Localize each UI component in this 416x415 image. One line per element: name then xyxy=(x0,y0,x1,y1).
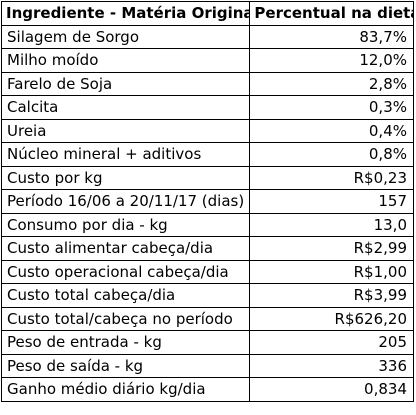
row-label: Consumo por dia - kg xyxy=(0,212,251,237)
table-row: Núcleo mineral + aditivos 0,8% xyxy=(0,142,414,167)
row-label: Peso de entrada - kg xyxy=(0,330,251,355)
diet-table: Ingrediente - Matéria Original Percentua… xyxy=(0,1,414,402)
table-row: Custo total/cabeça no período R$626,20 xyxy=(0,306,414,331)
row-value: 0,3% xyxy=(249,95,414,120)
row-value: 13,0 xyxy=(249,212,414,237)
table-header-row: Ingrediente - Matéria Original Percentua… xyxy=(0,1,414,26)
row-value: 83,7% xyxy=(249,24,414,49)
table-row: Farelo de Soja 2,8% xyxy=(0,71,414,96)
row-label: Núcleo mineral + aditivos xyxy=(0,142,251,167)
row-value: 336 xyxy=(249,353,414,378)
header-ingredient: Ingrediente - Matéria Original xyxy=(0,1,251,26)
row-label: Calcita xyxy=(0,95,251,120)
table-row: Custo alimentar cabeça/dia R$2,99 xyxy=(0,236,414,261)
row-value: R$1,00 xyxy=(249,259,414,284)
table-row: Consumo por dia - kg 13,0 xyxy=(0,212,414,237)
row-label: Ganho médio diário kg/dia xyxy=(0,377,251,402)
row-value: 205 xyxy=(249,330,414,355)
row-value: R$0,23 xyxy=(249,165,414,190)
table-row: Período 16/06 a 20/11/17 (dias) 157 xyxy=(0,189,414,214)
table-row: Ganho médio diário kg/dia 0,834 xyxy=(0,377,414,402)
row-label: Custo alimentar cabeça/dia xyxy=(0,236,251,261)
row-label: Custo total cabeça/dia xyxy=(0,283,251,308)
row-value: 0,8% xyxy=(249,142,414,167)
row-value: 157 xyxy=(249,189,414,214)
table-row: Ureia 0,4% xyxy=(0,118,414,143)
table-row: Milho moído 12,0% xyxy=(0,48,414,73)
row-value: R$626,20 xyxy=(249,306,414,331)
row-label: Custo total/cabeça no período xyxy=(0,306,251,331)
row-value: 0,834 xyxy=(249,377,414,402)
row-value: 0,4% xyxy=(249,118,414,143)
table-row: Custo operacional cabeça/dia R$1,00 xyxy=(0,259,414,284)
table-row: Calcita 0,3% xyxy=(0,95,414,120)
row-label: Ureia xyxy=(0,118,251,143)
table-row: Peso de saída - kg 336 xyxy=(0,353,414,378)
table-row: Peso de entrada - kg 205 xyxy=(0,330,414,355)
row-label: Silagem de Sorgo xyxy=(0,24,251,49)
header-percent: Percentual na dieta xyxy=(249,1,414,26)
row-label: Custo operacional cabeça/dia xyxy=(0,259,251,284)
table-row: Silagem de Sorgo 83,7% xyxy=(0,24,414,49)
row-label: Custo por kg xyxy=(0,165,251,190)
row-value: 12,0% xyxy=(249,48,414,73)
row-label: Período 16/06 a 20/11/17 (dias) xyxy=(0,189,251,214)
row-label: Farelo de Soja xyxy=(0,71,251,96)
table-row: Custo por kg R$0,23 xyxy=(0,165,414,190)
row-value: 2,8% xyxy=(249,71,414,96)
table-row: Custo total cabeça/dia R$3,99 xyxy=(0,283,414,308)
row-value: R$3,99 xyxy=(249,283,414,308)
row-label: Peso de saída - kg xyxy=(0,353,251,378)
row-value: R$2,99 xyxy=(249,236,414,261)
row-label: Milho moído xyxy=(0,48,251,73)
